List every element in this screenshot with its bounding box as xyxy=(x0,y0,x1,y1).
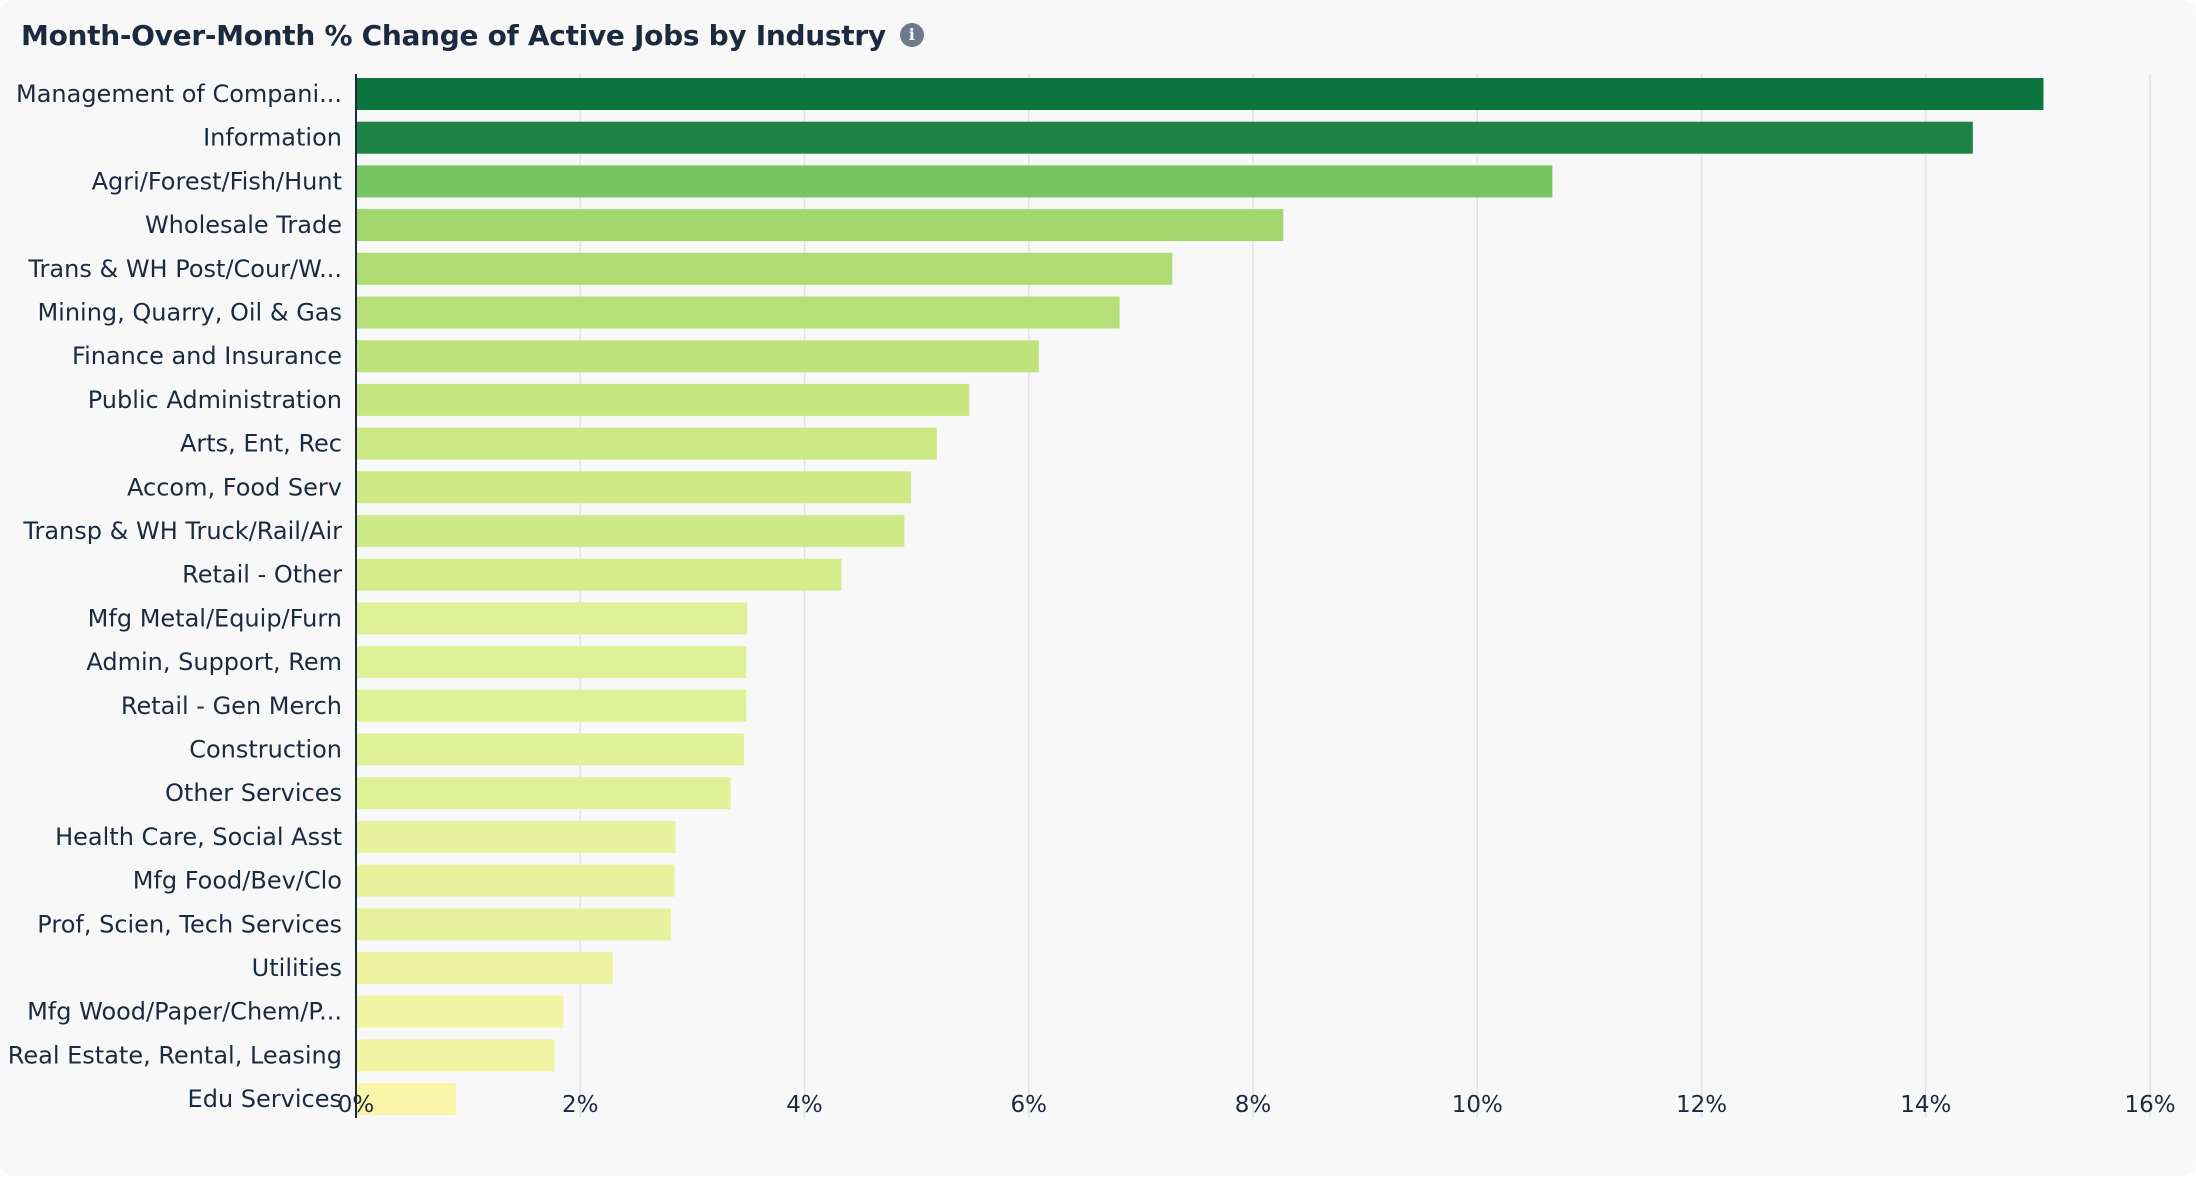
bar[interactable] xyxy=(356,777,731,810)
info-icon[interactable]: i xyxy=(899,23,924,47)
bar[interactable] xyxy=(356,995,564,1028)
bar[interactable] xyxy=(356,733,744,766)
category-label: Mining, Quarry, Oil & Gas xyxy=(37,299,342,327)
category-label: Mfg Wood/Paper/Chem/P... xyxy=(27,998,342,1026)
category-label: Mfg Metal/Equip/Furn xyxy=(88,604,342,632)
category-label: Retail - Other xyxy=(182,561,342,589)
bar[interactable] xyxy=(356,471,912,504)
bar[interactable] xyxy=(356,121,1973,154)
x-tick-label: 0% xyxy=(338,1092,375,1118)
x-tick-label: 10% xyxy=(1452,1092,1503,1118)
bar[interactable] xyxy=(356,1039,555,1072)
bar[interactable] xyxy=(356,864,675,897)
category-label: Agri/Forest/Fish/Hunt xyxy=(92,167,342,195)
bar[interactable] xyxy=(356,602,748,635)
bar[interactable] xyxy=(356,209,1284,242)
category-label: Real Estate, Rental, Leasing xyxy=(8,1041,342,1069)
bar[interactable] xyxy=(356,558,842,591)
category-label: Arts, Ent, Rec xyxy=(180,430,342,458)
x-tick-label: 2% xyxy=(562,1092,599,1118)
bar[interactable] xyxy=(356,908,672,941)
category-label: Wholesale Trade xyxy=(145,211,342,239)
category-label: Public Administration xyxy=(88,386,342,414)
x-tick-label: 16% xyxy=(2124,1092,2175,1118)
bar[interactable] xyxy=(356,689,747,722)
category-label: Transp & WH Truck/Rail/Air xyxy=(22,517,342,545)
category-label: Trans & WH Post/Cour/W... xyxy=(27,255,342,283)
bar[interactable] xyxy=(356,646,747,679)
bar[interactable] xyxy=(356,296,1120,329)
category-label: Other Services xyxy=(165,779,342,807)
category-label: Utilities xyxy=(252,954,342,982)
bar[interactable] xyxy=(356,515,905,547)
x-tick-label: 14% xyxy=(1900,1092,1951,1118)
bar[interactable] xyxy=(356,820,676,853)
bar[interactable] xyxy=(356,383,970,416)
category-label: Finance and Insurance xyxy=(72,342,342,370)
category-label: Information xyxy=(203,124,342,152)
bar[interactable] xyxy=(356,252,1173,285)
category-label: Construction xyxy=(189,736,342,764)
bar[interactable] xyxy=(356,427,937,460)
x-tick-label: 8% xyxy=(1235,1092,1272,1118)
category-label: Management of Compani... xyxy=(16,80,342,108)
bar[interactable] xyxy=(356,78,2044,110)
category-label: Accom, Food Serv xyxy=(127,473,342,501)
bar[interactable] xyxy=(356,165,1553,198)
category-label: Edu Services xyxy=(188,1085,342,1113)
x-tick-label: 6% xyxy=(1011,1092,1048,1118)
category-label: Retail - Gen Merch xyxy=(121,692,342,720)
chart-header: Month-Over-Month % Change of Active Jobs… xyxy=(21,12,924,58)
x-tick-label: 4% xyxy=(786,1092,823,1118)
category-label: Admin, Support, Rem xyxy=(86,648,342,676)
category-label: Health Care, Social Asst xyxy=(55,823,342,851)
bar[interactable] xyxy=(356,952,613,984)
x-tick-label: 12% xyxy=(1676,1092,1727,1118)
category-label: Prof, Scien, Tech Services xyxy=(37,910,342,938)
bar[interactable] xyxy=(356,1083,456,1116)
bar[interactable] xyxy=(356,340,1039,373)
chart-title: Month-Over-Month % Change of Active Jobs… xyxy=(21,18,886,52)
category-label: Mfg Food/Bev/Clo xyxy=(133,867,342,895)
